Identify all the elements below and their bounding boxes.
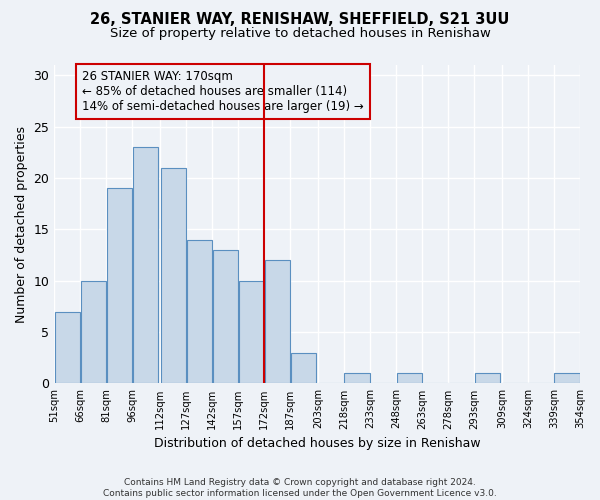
- Text: Size of property relative to detached houses in Renishaw: Size of property relative to detached ho…: [110, 28, 490, 40]
- Bar: [133, 147, 158, 384]
- X-axis label: Distribution of detached houses by size in Renishaw: Distribution of detached houses by size …: [154, 437, 481, 450]
- Bar: [475, 373, 500, 384]
- Bar: [55, 312, 80, 384]
- Bar: [107, 188, 132, 384]
- Bar: [212, 250, 238, 384]
- Bar: [81, 280, 106, 384]
- Y-axis label: Number of detached properties: Number of detached properties: [15, 126, 28, 322]
- Bar: [290, 352, 316, 384]
- Bar: [187, 240, 212, 384]
- Text: 26 STANIER WAY: 170sqm
← 85% of detached houses are smaller (114)
14% of semi-de: 26 STANIER WAY: 170sqm ← 85% of detached…: [82, 70, 364, 113]
- Bar: [239, 280, 264, 384]
- Bar: [344, 373, 370, 384]
- Bar: [554, 373, 580, 384]
- Text: 26, STANIER WAY, RENISHAW, SHEFFIELD, S21 3UU: 26, STANIER WAY, RENISHAW, SHEFFIELD, S2…: [91, 12, 509, 28]
- Bar: [397, 373, 422, 384]
- Bar: [161, 168, 186, 384]
- Bar: [265, 260, 290, 384]
- Text: Contains HM Land Registry data © Crown copyright and database right 2024.
Contai: Contains HM Land Registry data © Crown c…: [103, 478, 497, 498]
